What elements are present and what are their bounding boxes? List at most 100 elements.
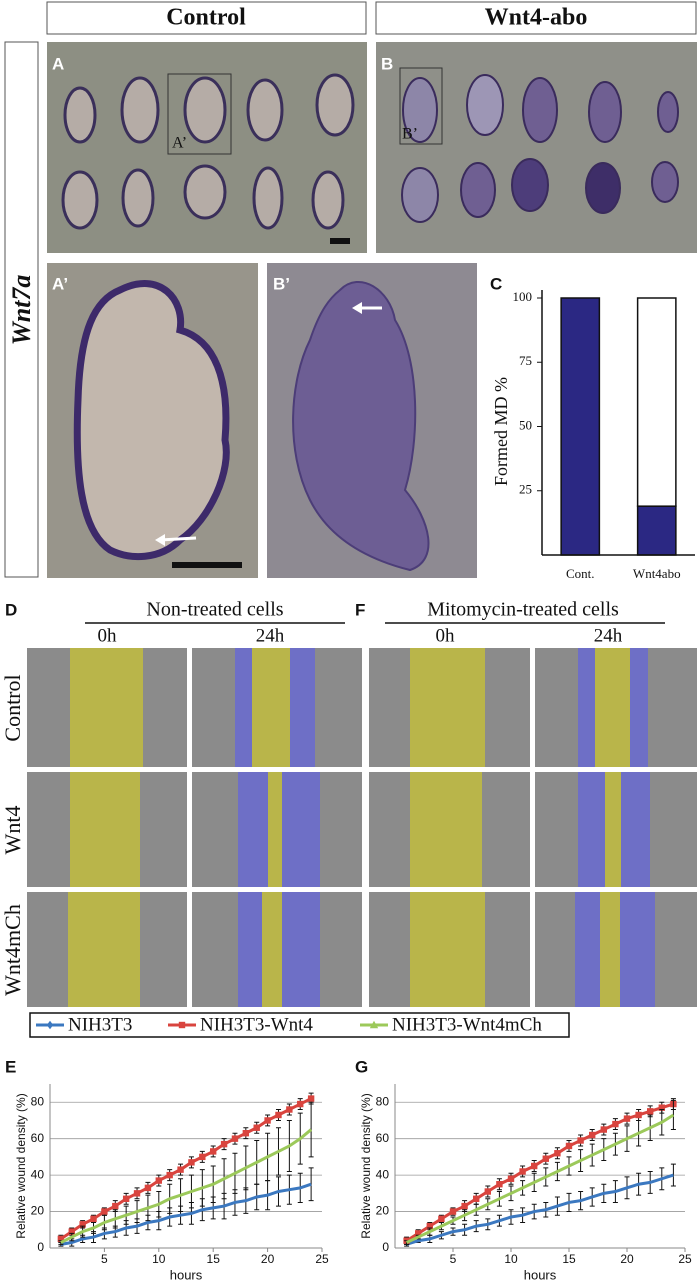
y-tick-label: 75 [519, 353, 532, 368]
x-axis-title: hours [524, 1267, 557, 1282]
bar [560, 297, 601, 556]
time-label: 24h [594, 625, 623, 646]
series-line [60, 1128, 313, 1244]
legend: NIH3T3 NIH3T3-Wnt4 NIH3T3-Wnt4mCh [36, 1014, 542, 1035]
time-label: 0h [436, 625, 456, 646]
marker [286, 1106, 293, 1113]
series-line [405, 1102, 674, 1242]
marker [415, 1230, 422, 1237]
x-tick-label: 20 [620, 1252, 634, 1266]
marker [79, 1221, 86, 1228]
row-label: Wnt4mCh [0, 904, 25, 996]
marker [144, 1184, 152, 1192]
y-tick-label: 80 [31, 1094, 45, 1108]
micrograph-a-prime [47, 263, 258, 578]
marker [57, 1235, 65, 1243]
micrograph-b [376, 42, 697, 253]
series-line [60, 1182, 312, 1246]
gene-label: Wnt7a [7, 275, 36, 346]
panel-label: F [355, 600, 365, 619]
legend-marker [369, 1020, 379, 1029]
time-label: 24h [256, 625, 285, 646]
marker [68, 1228, 75, 1235]
row-label: Wnt4 [0, 806, 25, 855]
gene-box [4, 41, 39, 578]
marker [658, 1104, 665, 1111]
x-tick-label: 10 [152, 1252, 166, 1266]
y-tick-label: 20 [376, 1204, 390, 1218]
y-axis-title: Relative wound density (%) [14, 1093, 28, 1238]
y-tick-label: 40 [376, 1167, 390, 1181]
marker [496, 1181, 503, 1188]
y-tick-label: 100 [513, 289, 533, 304]
condition-title: Mitomycin-treated cells [427, 599, 619, 621]
micrograph-b-prime [267, 263, 477, 578]
inset-label: A’ [172, 135, 187, 152]
marker [589, 1131, 596, 1139]
x-tick-label: Cont. [566, 566, 595, 581]
legend-label: NIH3T3-Wnt4 [200, 1014, 313, 1035]
marker [577, 1137, 584, 1144]
x-tick-label: 5 [450, 1252, 457, 1266]
error-bar [308, 1167, 314, 1202]
marker [133, 1190, 141, 1197]
y-axis-title: Relative wound density (%) [359, 1093, 373, 1238]
y-tick-label: 60 [31, 1131, 45, 1145]
marker [275, 1111, 282, 1119]
marker [531, 1162, 538, 1170]
header-box [375, 1, 697, 35]
marker [542, 1155, 549, 1162]
marker [612, 1120, 619, 1128]
panel-label: A [52, 54, 64, 73]
condition-title: Non-treated cells [146, 599, 283, 621]
marker [449, 1208, 457, 1215]
marker [264, 1117, 271, 1124]
series-line [406, 1173, 674, 1246]
marker [231, 1135, 239, 1142]
panel-label: D [5, 600, 17, 619]
marker [635, 1111, 642, 1119]
y-tick-label: 60 [376, 1131, 390, 1145]
micrograph-a [47, 42, 367, 253]
panel-label: E [5, 1057, 16, 1076]
legend-label: NIH3T3 [68, 1014, 132, 1035]
marker [438, 1215, 445, 1223]
y-tick-label: 20 [31, 1204, 45, 1218]
x-tick-label: 20 [261, 1252, 275, 1266]
legend-marker [178, 1021, 186, 1029]
legend-label: NIH3T3-Wnt4mCh [392, 1014, 542, 1035]
legend-box [29, 1012, 570, 1038]
marker [600, 1126, 607, 1133]
panel-label: A’ [52, 274, 68, 293]
marker [647, 1108, 654, 1115]
error-bar [308, 1101, 314, 1158]
y-tick-label: 0 [37, 1240, 44, 1254]
x-tick-label: Wnt4abo [633, 566, 681, 581]
marker [507, 1175, 515, 1182]
series-line [405, 1113, 675, 1244]
x-axis-title: hours [170, 1267, 203, 1282]
marker [199, 1153, 206, 1161]
x-tick-label: 15 [562, 1252, 576, 1266]
marker [155, 1177, 162, 1184]
marker [297, 1100, 304, 1108]
y-tick-label: 80 [376, 1094, 390, 1108]
x-tick-label: 15 [207, 1252, 221, 1266]
marker [253, 1124, 260, 1131]
marker [210, 1148, 217, 1155]
row-label: Control [0, 674, 25, 741]
y-tick-label: 50 [519, 417, 532, 432]
marker [90, 1215, 97, 1223]
x-tick-label: 25 [315, 1252, 329, 1266]
x-tick-label: 5 [101, 1252, 108, 1266]
y-tick-label: 25 [519, 482, 532, 497]
marker [307, 1095, 315, 1102]
x-tick-label: 10 [504, 1252, 518, 1266]
inset-label: B’ [402, 126, 418, 143]
y-axis-title: Formed MD % [491, 377, 511, 486]
marker [623, 1115, 631, 1122]
marker [484, 1188, 491, 1195]
series-line [60, 1097, 312, 1241]
